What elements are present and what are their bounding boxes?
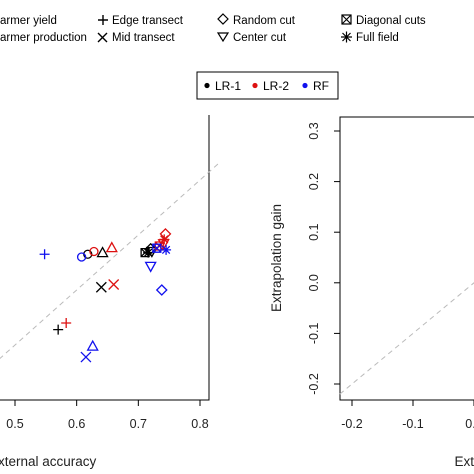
right-y-tick-label: 0.3 xyxy=(307,122,321,139)
right-y-tick-label: -0.2 xyxy=(307,373,321,395)
left-x-tick-label: 0.7 xyxy=(130,417,147,431)
left-identity-line xyxy=(0,163,219,360)
right-y-tick-label: 0.2 xyxy=(307,173,321,190)
legend-dot-rf xyxy=(302,82,308,89)
data-point-asterisk xyxy=(161,244,172,255)
left-x-tick-label: 0.6 xyxy=(68,417,85,431)
data-point-square-x xyxy=(152,243,162,253)
legend-dot-lr2 xyxy=(252,82,258,89)
data-point-triangle-up xyxy=(96,246,109,258)
data-point-circle xyxy=(76,252,87,262)
data-point-circle xyxy=(89,246,99,257)
data-point-triangle-up xyxy=(86,339,99,351)
legend-label-center-cut: Center cut xyxy=(233,32,287,44)
right-y-tick-label: -0.1 xyxy=(307,323,321,345)
right-plot: -0.2 -0.1 0.0 -0.2 -0.1 0.0 0.1 0.2 0.3 Ext Ext… xyxy=(269,116,474,469)
legend-dot-lr1 xyxy=(204,82,210,89)
data-point-cross xyxy=(108,279,120,290)
left-x-tick-label: 0.8 xyxy=(191,417,208,431)
legend-label-lr2: LR-2 xyxy=(263,79,289,93)
legend-label-full-field: Full field xyxy=(356,32,399,44)
model-legend-box xyxy=(196,71,339,100)
legend-label-mid-transect: Mid transect xyxy=(112,32,175,44)
right-x-tick-label: 0.0 xyxy=(465,417,474,431)
asterisk-icon xyxy=(341,31,352,43)
legend-label-rf: RF xyxy=(313,79,329,93)
right-y-axis-label: Extrapolation gain xyxy=(269,204,284,312)
data-point-asterisk xyxy=(143,247,154,258)
left-x-tick-label: 0.5 xyxy=(6,417,23,431)
right-x-axis-label: Ext xyxy=(454,454,474,469)
square-x-icon xyxy=(341,14,352,25)
legend-label-farmer-yield: armer yield xyxy=(0,15,57,27)
right-y-tick-label: 0.1 xyxy=(307,223,321,240)
cross-icon xyxy=(97,32,108,43)
triangle-down-icon xyxy=(216,32,230,43)
data-point-diamond xyxy=(159,227,172,240)
marker-legend: armer yield armer production Edge transe… xyxy=(0,13,426,44)
right-x-tick-label: -0.1 xyxy=(402,417,424,431)
data-point-plus xyxy=(39,249,50,260)
data-point-circle xyxy=(83,249,93,259)
model-legend: LR-1 LR-2 RF xyxy=(196,71,339,100)
data-point-triangle-up xyxy=(105,241,118,253)
data-point-plus xyxy=(53,324,64,335)
right-x-tick-label: -0.2 xyxy=(341,417,363,431)
data-point-cross xyxy=(80,351,92,363)
legend-label-farmer-production: armer production xyxy=(0,32,87,44)
data-point-plus xyxy=(61,318,72,328)
diamond-icon xyxy=(217,13,229,25)
legend-label-edge-transect: Edge transect xyxy=(112,15,184,27)
data-point-triangle-down xyxy=(144,261,157,273)
legend-label-lr1: LR-1 xyxy=(215,79,241,93)
plus-icon xyxy=(98,15,108,25)
left-plot-frame xyxy=(0,115,210,401)
right-y-tick-label: 0.0 xyxy=(307,274,321,291)
legend-label-random-cut: Random cut xyxy=(233,15,296,27)
right-identity-line xyxy=(339,282,474,395)
data-point-diamond xyxy=(155,284,168,296)
left-x-axis-label: xternal accuracy xyxy=(0,454,97,469)
right-plot-frame xyxy=(339,116,474,401)
left-plot: 0.5 0.6 0.7 0.8 xternal accuracy xyxy=(0,115,219,469)
data-point-cross xyxy=(95,281,107,293)
legend-label-diagonal-cuts: Diagonal cuts xyxy=(356,15,426,27)
